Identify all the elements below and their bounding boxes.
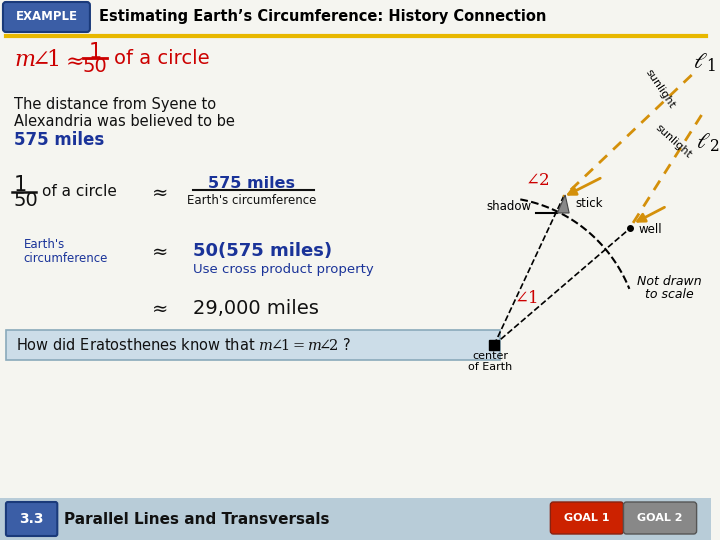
FancyBboxPatch shape [0,0,711,38]
Text: $\angle 2$: $\angle 2$ [525,171,550,189]
Text: How did Eratosthenes know that $m\!\angle\!1 = m\!\angle\!2$ ?: How did Eratosthenes know that $m\!\angl… [16,337,351,353]
FancyBboxPatch shape [6,330,500,360]
FancyBboxPatch shape [624,502,697,534]
Polygon shape [557,195,569,213]
Text: center: center [472,351,508,361]
Text: 575 miles: 575 miles [209,176,295,191]
Text: The distance from Syene to: The distance from Syene to [14,98,216,112]
Text: circumference: circumference [24,252,108,265]
Text: well: well [639,223,662,236]
Text: $m\!\angle\!1$: $m\!\angle\!1$ [14,50,60,71]
FancyBboxPatch shape [6,502,58,536]
Text: Parallel Lines and Transversals: Parallel Lines and Transversals [64,511,330,526]
Text: GOAL 1: GOAL 1 [564,513,610,523]
Text: Alexandria was believed to be: Alexandria was believed to be [14,113,235,129]
Text: 50: 50 [83,57,107,76]
Text: $\approx$: $\approx$ [148,183,168,201]
Text: 1: 1 [14,175,27,195]
Text: of a circle: of a circle [114,50,210,69]
Text: $\ell_2$: $\ell_2$ [696,131,719,153]
Text: shadow: shadow [487,200,531,213]
Text: Earth's: Earth's [24,239,65,252]
Text: 29,000 miles: 29,000 miles [193,299,318,318]
Text: of Earth: of Earth [468,362,512,372]
Text: Use cross product property: Use cross product property [193,264,374,276]
Text: $\approx$: $\approx$ [148,299,168,318]
Text: GOAL 2: GOAL 2 [637,513,683,523]
Text: 50(575 miles): 50(575 miles) [193,242,332,260]
FancyBboxPatch shape [0,498,711,540]
Text: 1: 1 [89,42,102,62]
Text: EXAMPLE: EXAMPLE [15,10,78,24]
FancyBboxPatch shape [550,502,624,534]
FancyBboxPatch shape [3,2,90,32]
Text: $\approx$: $\approx$ [61,50,84,70]
Text: 575 miles: 575 miles [14,131,104,149]
Text: of a circle: of a circle [42,185,117,199]
Text: Earth's circumference: Earth's circumference [187,194,317,207]
Text: $\angle 1$: $\angle 1$ [513,289,538,307]
Text: 50: 50 [14,192,39,211]
Text: $\approx$: $\approx$ [148,241,168,260]
Text: $\ell_1$: $\ell_1$ [693,51,716,73]
Text: sunlight: sunlight [644,67,677,110]
Text: Not drawn: Not drawn [636,275,701,288]
Text: stick: stick [575,197,603,210]
Text: Estimating Earth’s Circumference: History Connection: Estimating Earth’s Circumference: Histor… [99,10,546,24]
Text: sunlight: sunlight [654,123,694,160]
Text: to scale: to scale [644,288,693,301]
Text: 3.3: 3.3 [19,512,44,526]
